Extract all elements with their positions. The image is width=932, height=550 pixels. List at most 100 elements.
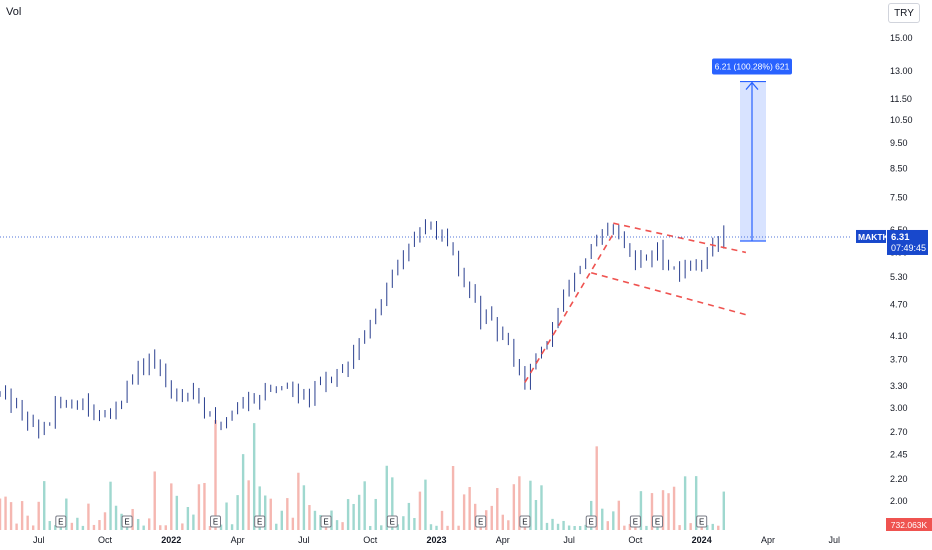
volume-bar [70,522,74,530]
volume-bar [578,525,582,530]
volume-bar [694,476,698,530]
volume-bar [346,499,350,530]
volume-bar [286,498,289,530]
volume-bar [170,483,173,530]
svg-text:E: E [633,518,638,527]
y-tick-label: 7.50 [890,192,908,202]
x-tick-label: Oct [98,535,113,545]
volume-bar [429,524,433,530]
volume-bar [722,491,725,530]
volume-bar [175,495,179,530]
volume-bar [667,493,670,530]
volume-bar [413,517,416,530]
volume-bar [37,501,40,530]
measure-range[interactable] [740,81,766,242]
volume-bar [275,523,278,530]
volume-bar [9,502,13,530]
earnings-icon[interactable]: E [55,515,67,528]
earnings-icon[interactable]: E [121,515,133,528]
volume-bar [590,500,593,530]
volume-bar [264,495,267,530]
volume-bar [280,510,283,530]
volume-indicator-label[interactable]: Vol [6,6,22,18]
volume-bar [159,525,162,530]
volume-bar [0,498,2,530]
volume-tag-value: 732.063K [891,520,928,530]
volume-bar [258,486,261,530]
volume-bar [650,493,654,530]
svg-text:E: E [58,518,63,527]
earnings-icon[interactable]: E [629,515,641,528]
trendline-2[interactable] [613,222,747,254]
x-tick-label: 2023 [426,535,446,545]
volume-bar [717,525,720,530]
volume-bar [54,525,57,530]
volume-bar [435,525,438,530]
volume-bar [114,505,118,530]
volume-bar [142,525,145,530]
volume-bar [92,524,96,530]
volume-bar [20,501,24,530]
volume-bar [252,423,256,530]
volume-bar [545,522,549,530]
price-axis[interactable]: 2.00 2.20 2.45 2.70 3.00 3.30 3.70 4.10 4.70 5.30… [890,33,913,506]
earnings-icon[interactable]: E [254,515,266,528]
volume-bar [606,521,609,530]
volume-bar [148,518,151,530]
earnings-icon[interactable]: E [386,515,398,528]
volume-bar [672,486,676,530]
volume-bar [241,454,245,530]
earnings-icon[interactable]: E [210,515,221,528]
volume-bar [490,505,493,530]
earnings-icon[interactable]: E [696,515,708,528]
x-tick-label: 2022 [161,535,181,545]
volume-bar [76,517,79,530]
earnings-icon[interactable]: E [320,515,332,528]
y-tick-label: 15.00 [890,33,913,43]
y-tick-label: 3.30 [890,381,908,391]
svg-text:E: E [699,518,704,527]
volume-bar [330,510,333,530]
svg-text:E: E [257,518,262,527]
svg-text:E: E [390,518,395,527]
volume-bar [440,510,444,530]
volume-bar [556,523,560,530]
y-tick-label: 5.30 [890,272,908,282]
volume-bar [269,498,272,530]
volume-bar [109,481,112,530]
volume-bar [4,496,7,530]
volume-bar [617,500,621,530]
trendline-3[interactable] [590,271,747,316]
volume-bar [131,508,134,530]
volume-bar [236,495,239,530]
volume-bar [297,472,300,530]
volume-bar [512,484,516,530]
x-tick-label: Jul [563,535,575,545]
volume-bars [0,419,725,530]
volume-bar [601,508,604,530]
currency-selector[interactable]: TRY [888,3,920,23]
volume-bar [711,523,714,530]
volume-bar [302,485,306,530]
volume-bar [473,503,477,530]
volume-bar [363,481,366,530]
volume-bar [380,525,383,530]
volume-bar [181,523,184,530]
volume-bar [136,519,140,530]
svg-text:E: E [522,518,527,527]
y-tick-label: 13.00 [890,66,913,76]
earnings-icon[interactable]: E [652,515,663,528]
volume-bar [186,507,190,530]
time-axis[interactable]: Jul Oct 2022 Apr Jul Oct 2023 Apr Jul Oct 2024 Apr J… [33,535,840,545]
trendline-1[interactable] [524,233,614,383]
volume-bar [192,514,195,530]
earnings-icon[interactable]: E [585,515,597,528]
volume-bar [214,419,217,530]
earnings-markers[interactable]: EEEEEEEEEEEEE [0,515,708,528]
volume-bar [391,477,394,530]
earnings-icon[interactable]: E [519,515,531,528]
volume-bar [208,525,212,530]
earnings-icon[interactable]: E [475,515,487,528]
volume-bar [584,524,587,530]
